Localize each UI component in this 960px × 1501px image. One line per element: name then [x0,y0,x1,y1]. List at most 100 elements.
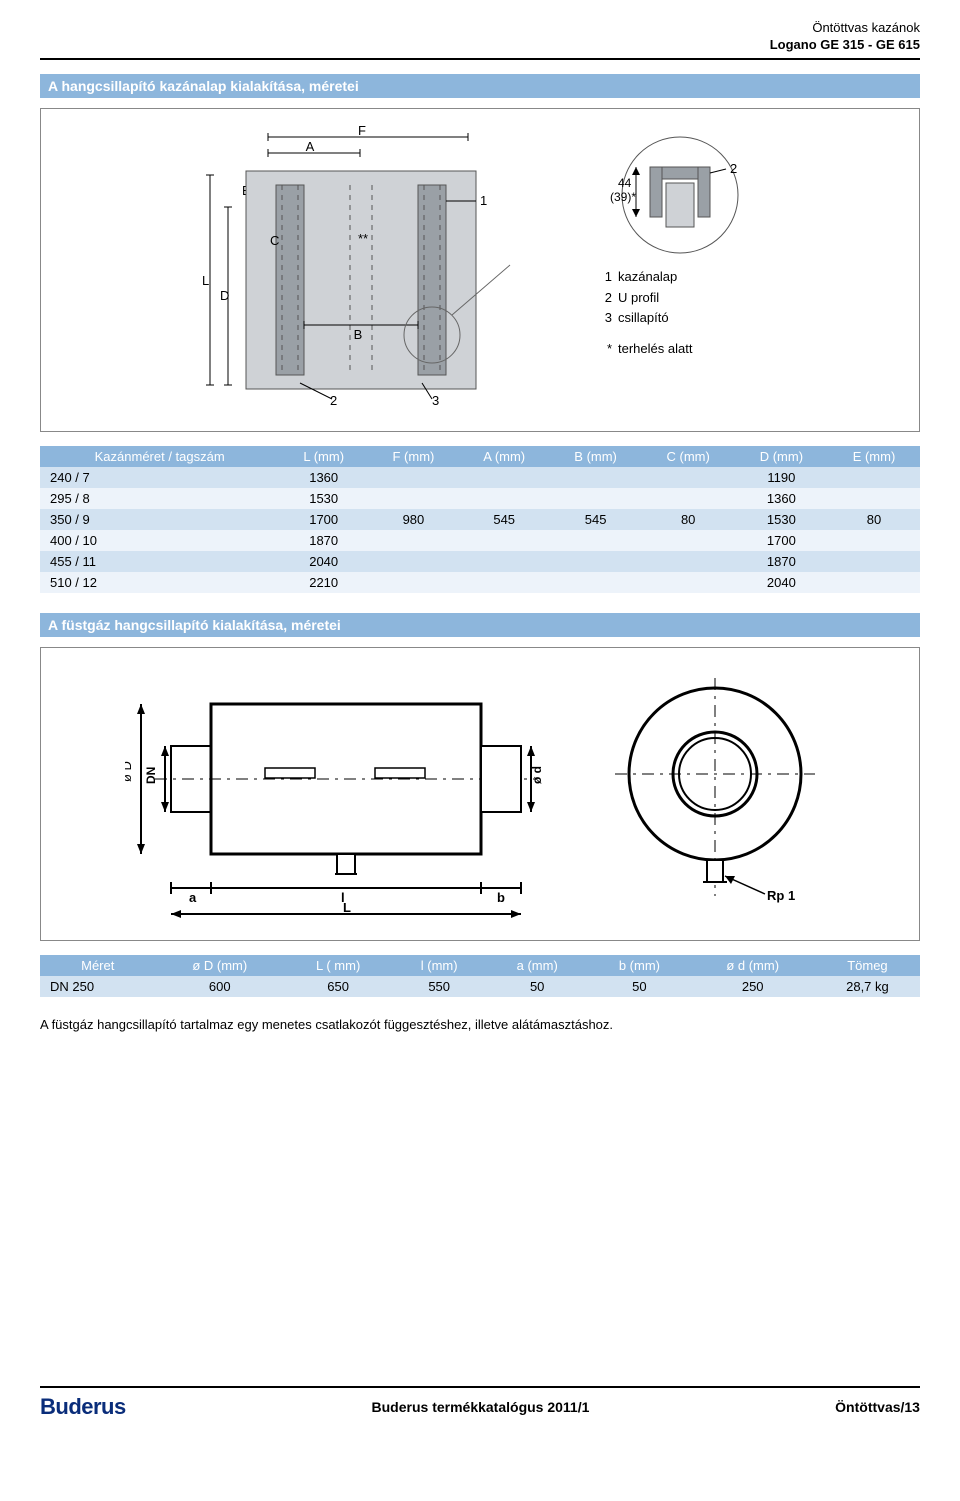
legend-star: * [600,339,612,360]
table1-cell [459,467,550,488]
legend-3-txt: csillapító [618,308,669,329]
table-row: 350 / 9170098054554580153080 [40,509,920,530]
table1-cell: 545 [550,509,642,530]
figure1-box: L D E F A [40,108,920,432]
table1-cell [642,530,735,551]
label-B: B [354,327,363,342]
table1-cell [828,572,920,593]
table2-cell: 550 [392,976,486,997]
table2-cell: 50 [486,976,588,997]
label-oD: ø D [125,761,134,782]
table-row: 510 / 122210 2040 [40,572,920,593]
header-rule [40,58,920,60]
table1-cell: 510 / 12 [40,572,279,593]
label-1: 1 [480,193,487,208]
label-od: ø d [530,766,544,784]
table1-cell [642,488,735,509]
table1-col-6: D (mm) [735,446,828,467]
table1-cell: 80 [642,509,735,530]
silencer-side-diagram: ø D DN ø d [125,664,565,924]
table1-col-5: C (mm) [642,446,735,467]
table-row: DN 250600650550505025028,7 kg [40,976,920,997]
table-row: 295 / 815301360 [40,488,920,509]
detail-section-diagram: 44 (39)* 2 [600,125,760,255]
table1: Kazánméret / tagszámL (mm)F (mm)A (mm)B … [40,446,920,593]
table-row: 400 / 101870 1700 [40,530,920,551]
table1-cell: 1190 [735,467,828,488]
table1-cell: 1870 [279,530,368,551]
section1-title: A hangcsillapító kazánalap kialakítása, … [40,74,920,98]
table2-col-0: Méret [40,955,155,976]
table1-cell: 240 / 7 [40,467,279,488]
label-DN: DN [144,766,158,783]
table1-cell [828,530,920,551]
table1-cell [642,572,735,593]
legend-1-txt: kazánalap [618,267,677,288]
table1-cell: 1700 [735,530,828,551]
table1-cell: 545 [459,509,550,530]
label-2: 2 [730,161,737,176]
label-b: b [497,890,505,905]
label-A: A [306,139,315,154]
table1-cell [459,488,550,509]
footer-center: Buderus termékkatalógus 2011/1 [372,1399,590,1415]
table1-cell: 80 [828,509,920,530]
label-stars: ** [358,231,368,246]
base-plan-diagram: L D E F A [200,125,560,415]
table1-cell [828,551,920,572]
table2: Méretø D (mm)L ( mm)l (mm)a (mm)b (mm)ø … [40,955,920,997]
legend-3-num: 3 [600,308,612,329]
dim-39: (39)* [610,190,636,204]
table1-cell: 1360 [735,488,828,509]
table1-cell [459,551,550,572]
table-row: 240 / 71360 1190 [40,467,920,488]
table2-col-5: b (mm) [588,955,690,976]
table2-cell: 600 [155,976,284,997]
header-line1: Öntöttvas kazánok [40,20,920,37]
table1-cell [368,488,459,509]
label-D: D [220,288,229,303]
table2-col-6: ø d (mm) [691,955,815,976]
table1-cell [550,572,642,593]
table2-cell: 250 [691,976,815,997]
table1-cell [642,551,735,572]
table1-cell: 2040 [735,572,828,593]
page-footer: Buderus Buderus termékkatalógus 2011/1 Ö… [40,1394,920,1420]
figure1-legend: 1kazánalap 2U profil 3csillapító *terhel… [600,267,692,360]
table1-col-0: Kazánméret / tagszám [40,446,279,467]
footer-right: Öntöttvas/13 [835,1399,920,1415]
label-C: C [270,233,279,248]
table2-cell: 50 [588,976,690,997]
table2-cell: 28,7 kg [815,976,920,997]
table1-cell [550,551,642,572]
table1-cell: 1530 [279,488,368,509]
table1-cell: 400 / 10 [40,530,279,551]
label-Lbig: L [343,900,351,915]
label-L: L [202,273,209,288]
label-F: F [358,125,366,138]
footer-rule [40,1386,920,1388]
table1-cell [828,488,920,509]
table1-cell: 1870 [735,551,828,572]
label-2b: 2 [330,393,337,408]
table-row: 455 / 1120401870 [40,551,920,572]
table2-col-3: l (mm) [392,955,486,976]
header-line2: Logano GE 315 - GE 615 [40,37,920,54]
table1-cell: 1700 [279,509,368,530]
table1-col-3: A (mm) [459,446,550,467]
table1-cell: 1530 [735,509,828,530]
table1-header-row: Kazánméret / tagszámL (mm)F (mm)A (mm)B … [40,446,920,467]
table1-cell [550,467,642,488]
dim-44: 44 [618,176,632,190]
silencer-front-diagram: Rp 1 [605,664,835,924]
table1-cell [642,467,735,488]
table1-cell: 1360 [279,467,368,488]
table1-cell [368,530,459,551]
table1-cell: 455 / 11 [40,551,279,572]
table1-cell: 2210 [279,572,368,593]
table2-cell: DN 250 [40,976,155,997]
label-Rp1: Rp 1 [767,888,795,903]
brand-logo: Buderus [40,1394,126,1420]
table1-cell [828,467,920,488]
table2-col-7: Tömeg [815,955,920,976]
